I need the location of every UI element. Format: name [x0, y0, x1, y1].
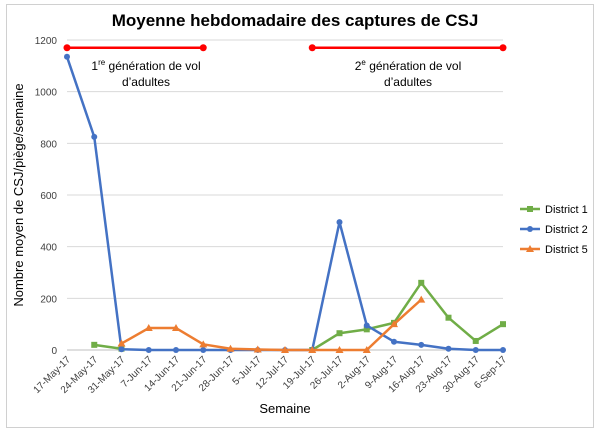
data-point [500, 347, 506, 353]
data-point [418, 279, 425, 286]
series-line [94, 281, 504, 352]
generation-bar-end [199, 44, 207, 52]
annotation-text: génération de vol [366, 59, 461, 73]
data-point [526, 245, 534, 252]
data-point [417, 295, 426, 303]
data-point [336, 330, 343, 337]
legend: District 1 District 2 District 5 [520, 204, 588, 256]
data-point [144, 324, 153, 332]
data-point [172, 324, 180, 332]
data-point [363, 322, 370, 329]
y-tick-label: 1200 [35, 36, 58, 47]
annotation-line1: 2e génération de vol [355, 58, 462, 73]
x-tick-labels: 17-May-1724-May-1731-May-177-Jun-1714-Ju… [32, 354, 510, 396]
annotation-superscript: e [361, 58, 366, 67]
legend-label: District 2 [545, 224, 588, 236]
data-point [253, 345, 262, 353]
data-point [117, 339, 126, 347]
generation-bar-start [308, 44, 316, 52]
data-point [200, 347, 207, 353]
data-point [226, 344, 235, 352]
legend-label: District 5 [545, 244, 588, 256]
data-point [472, 337, 479, 344]
series-lines [64, 53, 506, 353]
y-tick-label: 0 [51, 346, 57, 357]
series-district-5 [117, 295, 426, 353]
data-point [390, 320, 398, 328]
gridlines [67, 39, 503, 299]
annotation-line2: d’adultes [122, 75, 170, 89]
data-point [173, 347, 179, 353]
data-point [527, 206, 533, 212]
data-point [64, 53, 70, 60]
data-point [472, 347, 479, 353]
y-tick-label: 1000 [35, 88, 58, 99]
annotation-box [340, 55, 476, 90]
y-axis-label: Nombre moyen de CSJ/piège/semaine [11, 83, 26, 306]
x-axis-label: Semaine [259, 401, 310, 416]
series-district-1 [91, 279, 506, 353]
data-point [527, 226, 533, 232]
y-tick-label: 400 [40, 243, 57, 254]
legend-item: District 1 [520, 204, 588, 216]
data-point [445, 314, 452, 321]
data-point [500, 321, 506, 328]
annotation-line2: d’adultes [384, 75, 432, 89]
y-tick-label: 600 [40, 191, 57, 202]
legend-item: District 2 [520, 224, 588, 236]
y-tick-labels: 0 200 400 600 800 1000 1200 [35, 36, 58, 357]
data-point [199, 340, 208, 348]
annotation-ordinal: 2 [355, 59, 362, 73]
annotation-box [83, 55, 209, 90]
generation-annotation: 1re génération de vol d’adultes [63, 44, 209, 90]
data-point [118, 346, 125, 353]
data-point [418, 341, 425, 348]
data-point [281, 346, 289, 353]
data-point [362, 346, 371, 353]
y-tick-label: 800 [40, 139, 57, 150]
annotation-line1: 1re génération de vol [91, 58, 200, 73]
generation-bar-start [63, 44, 71, 52]
data-point [308, 346, 317, 353]
legend-item: District 5 [520, 244, 588, 256]
legend-label: District 1 [545, 204, 588, 216]
series-line [65, 56, 503, 352]
generation-bar-end [499, 44, 507, 52]
annotation-ordinal: 1 [91, 59, 98, 73]
data-point [445, 345, 452, 352]
annotation-text: génération de vol [105, 59, 200, 73]
data-point [91, 341, 98, 348]
annotation-superscript: re [98, 58, 106, 67]
data-point [336, 219, 343, 226]
chart-title: Moyenne hebdomadaire des captures de CSJ [112, 11, 479, 30]
y-tick-label: 200 [40, 294, 57, 305]
data-point [363, 326, 370, 333]
generation-annotation: 2e génération de vol d’adultes [308, 44, 507, 90]
series-line [120, 298, 423, 352]
data-point [145, 347, 152, 353]
data-point [335, 346, 344, 353]
data-point [391, 338, 397, 345]
data-point [91, 133, 98, 140]
